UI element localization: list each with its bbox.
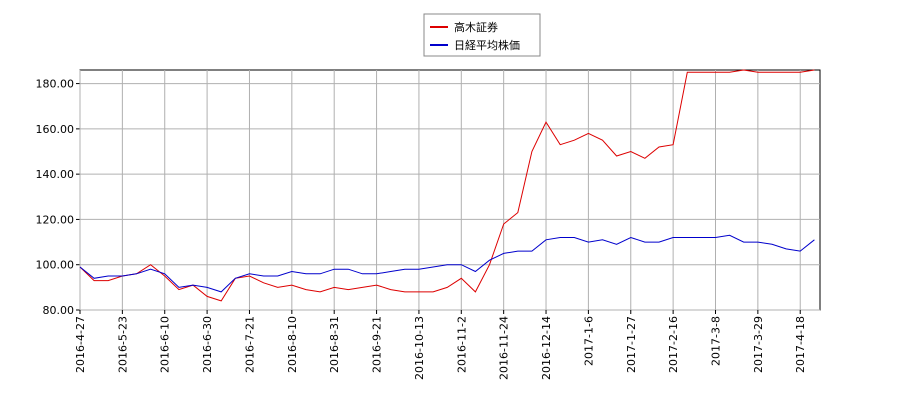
x-tick-label: 2016-8-31 xyxy=(328,316,341,373)
legend-label: 日経平均株価 xyxy=(454,38,520,52)
x-tick-label: 2016-11-24 xyxy=(498,316,511,380)
x-tick-label: 2017-4-18 xyxy=(794,316,807,373)
x-tick-label: 2016-8-10 xyxy=(286,316,299,373)
x-tick-label: 2016-4-27 xyxy=(74,316,87,373)
x-tick-label: 2016-6-10 xyxy=(159,316,172,373)
x-tick-label: 2016-9-21 xyxy=(371,316,384,373)
x-tick-label: 2016-6-30 xyxy=(201,316,214,373)
x-tick-label: 2016-11-2 xyxy=(455,316,468,373)
legend xyxy=(423,13,541,57)
x-tick-label: 2017-1-6 xyxy=(582,316,595,366)
x-tick-label: 2017-3-8 xyxy=(709,316,722,366)
x-tick-label: 2016-10-13 xyxy=(413,316,426,380)
x-tick-label: 2016-12-14 xyxy=(540,316,553,380)
x-tick-label: 2017-3-29 xyxy=(752,316,765,373)
x-tick-label: 2017-1-27 xyxy=(625,316,638,373)
y-tick-label: 100.00 xyxy=(36,259,75,272)
legend-label: 高木証券 xyxy=(454,20,498,34)
y-tick-label: 80.00 xyxy=(43,304,75,317)
line-series xyxy=(79,234,815,293)
x-tick-label: 2017-2-16 xyxy=(667,316,680,373)
y-tick-label: 120.00 xyxy=(36,213,75,226)
y-tick-label: 180.00 xyxy=(36,78,75,91)
x-tick-label: 2016-7-21 xyxy=(243,316,256,373)
y-tick-label: 140.00 xyxy=(36,168,75,181)
x-tick-label: 2016-5-23 xyxy=(116,316,129,373)
line-series xyxy=(79,69,815,302)
plot-frame xyxy=(79,69,821,311)
y-tick-label: 160.00 xyxy=(36,123,75,136)
